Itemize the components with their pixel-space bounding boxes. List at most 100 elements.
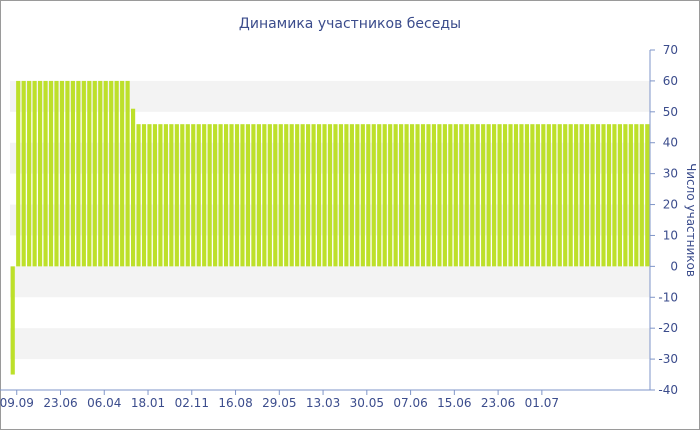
bar [502,124,508,267]
bar [32,80,37,267]
grid-band [10,266,650,298]
x-tick-label: 01.07 [525,396,559,410]
bar [585,124,590,267]
y-axis: 70 60 50 40 30 20 10 0 -10 -20 -30 -40 [649,43,678,397]
bar [601,124,606,267]
bar [519,124,524,267]
bar [415,124,420,267]
bar [497,124,502,267]
bar [125,80,130,267]
bar [158,124,163,267]
bar [87,80,92,267]
y-tick-label: 60 [663,74,678,88]
x-tick-label: 30.05 [350,396,384,410]
bar [431,124,437,267]
bar [267,124,272,267]
bar [344,124,349,267]
y-tick-label: -20 [658,321,678,335]
bar [65,80,70,267]
bar [530,124,535,267]
bar [289,124,294,267]
x-tick-label: 23.06 [43,396,77,410]
bar [437,124,442,267]
x-tick-label: 18.01 [131,396,165,410]
bar [92,80,97,267]
y-tick-label: 50 [663,105,678,119]
grid-band [10,328,650,360]
x-tick-label: 15.06 [437,396,471,410]
bar [295,124,300,267]
bar [120,80,125,267]
bar [595,124,601,267]
bar [103,80,108,267]
x-tick-label: 23.06 [481,396,515,410]
bar [180,124,185,267]
bar [377,124,382,267]
bar [141,124,147,267]
bar [606,124,612,267]
x-axis: 09.09 23.06 06.04 18.01 02.11 16.08 29.05 13.03… [0,389,650,410]
bar [459,124,464,267]
bar [48,80,54,267]
bar [191,124,196,267]
y-tick-label: 30 [663,167,678,181]
bar [470,124,475,267]
bar [475,124,480,267]
bar [492,124,497,267]
bar [43,80,48,267]
y-tick-label: -10 [658,290,678,304]
bar [563,124,568,267]
bar [213,124,218,267]
bar [393,124,398,267]
bar [174,124,179,267]
bar [355,124,360,267]
bar [382,124,387,267]
bar [207,124,212,267]
y-tick-label: -30 [658,352,678,366]
chart-title: Динамика участников беседы [239,16,461,32]
bar [420,124,426,267]
x-tick-label: 29.05 [262,396,296,410]
bar [59,80,65,267]
bar [513,124,519,267]
y-axis-label: Число участников [684,163,698,277]
bar [645,124,650,267]
bar [590,124,595,267]
x-tick-label: 13.03 [306,396,340,410]
bar [273,124,278,267]
bar [152,124,158,267]
bar [546,124,551,267]
bar [349,124,354,267]
bar [251,124,256,267]
bar [229,124,234,267]
bar [557,124,562,267]
bar [612,124,617,267]
bar [27,80,32,267]
bar [311,124,316,267]
y-tick-label: -40 [658,383,678,397]
bar [245,124,251,267]
bar [579,124,584,267]
bar [639,124,644,267]
bar [278,124,283,267]
bar [399,124,404,267]
bar [54,80,59,267]
bar [218,124,223,267]
bar [360,124,365,267]
bar [481,124,486,267]
bar [185,124,190,267]
bar [464,124,469,267]
bar [223,124,229,267]
bar [541,124,546,267]
bar [262,124,267,267]
bar [10,266,15,375]
bar [338,124,344,267]
bar [234,124,240,267]
bar [508,124,513,267]
bar [21,80,26,267]
bar [16,80,21,267]
bar [634,124,639,267]
x-tick-label: 02.11 [175,396,209,410]
bar [300,124,305,267]
bar [333,124,338,267]
